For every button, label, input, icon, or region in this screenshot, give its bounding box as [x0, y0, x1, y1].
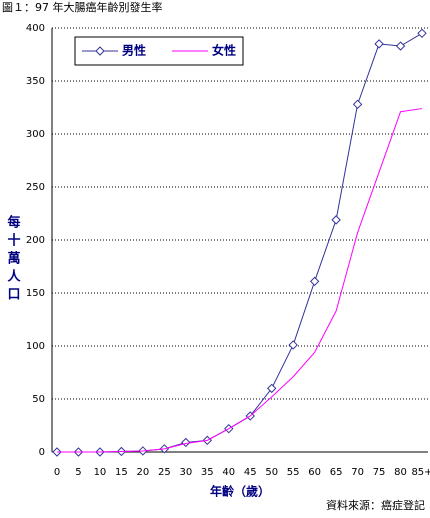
x-tick-label: 70: [351, 467, 364, 478]
legend: [74, 36, 244, 66]
x-tick-label: 60: [308, 467, 321, 478]
legend-box: [74, 36, 244, 66]
legend-label: 男性: [122, 43, 146, 58]
legend-label: 女性: [212, 43, 236, 58]
point-marker: [417, 28, 427, 39]
y-tick-label: 100: [26, 341, 45, 352]
series-line: [57, 32, 423, 453]
x-tick-label: 20: [137, 467, 150, 478]
x-tick-label: 30: [179, 467, 192, 478]
y-tick-label: 200: [26, 235, 45, 246]
chart-title: 圖１：97 年大腸癌年齡別發生率: [2, 0, 163, 14]
legend-marker: [95, 46, 105, 56]
x-tick-label: 5: [75, 467, 81, 478]
y-tick-label: 250: [26, 182, 45, 193]
x-tick-label: 85+: [411, 467, 430, 478]
y-tick-label: 300: [26, 129, 45, 140]
x-axis-label: 年齡（歲）: [210, 484, 270, 499]
point-marker: [309, 276, 320, 287]
y-tick-label: 50: [32, 394, 45, 405]
point-marker: [352, 99, 363, 110]
y-tick-label: 0: [39, 447, 45, 458]
x-tick-label: 80: [394, 467, 407, 478]
x-tick-label: 55: [287, 467, 300, 478]
source-note: 資料來源：癌症登記: [326, 498, 425, 512]
y-tick-label: 350: [26, 76, 45, 87]
x-tick-label: 45: [244, 467, 257, 478]
x-tick-label: 75: [373, 467, 386, 478]
series-line: [57, 108, 423, 453]
point-marker: [266, 383, 277, 394]
point-marker: [331, 215, 341, 225]
point-marker: [395, 41, 406, 51]
x-tick-label: 50: [265, 467, 278, 478]
x-tick-label: 40: [222, 467, 235, 478]
y-axis-label: 每十萬人口: [5, 214, 21, 305]
point-marker: [181, 437, 191, 448]
x-tick-label: 25: [158, 467, 171, 478]
point-marker: [374, 39, 384, 49]
x-tick-label: 15: [115, 467, 128, 478]
x-tick-label: 0: [54, 467, 60, 478]
y-tick-label: 150: [26, 288, 45, 299]
x-tick-label: 65: [330, 467, 343, 478]
x-tick-label: 10: [94, 467, 107, 478]
y-tick-label: 400: [26, 23, 45, 34]
point-marker: [288, 340, 298, 350]
x-tick-label: 35: [201, 467, 214, 478]
